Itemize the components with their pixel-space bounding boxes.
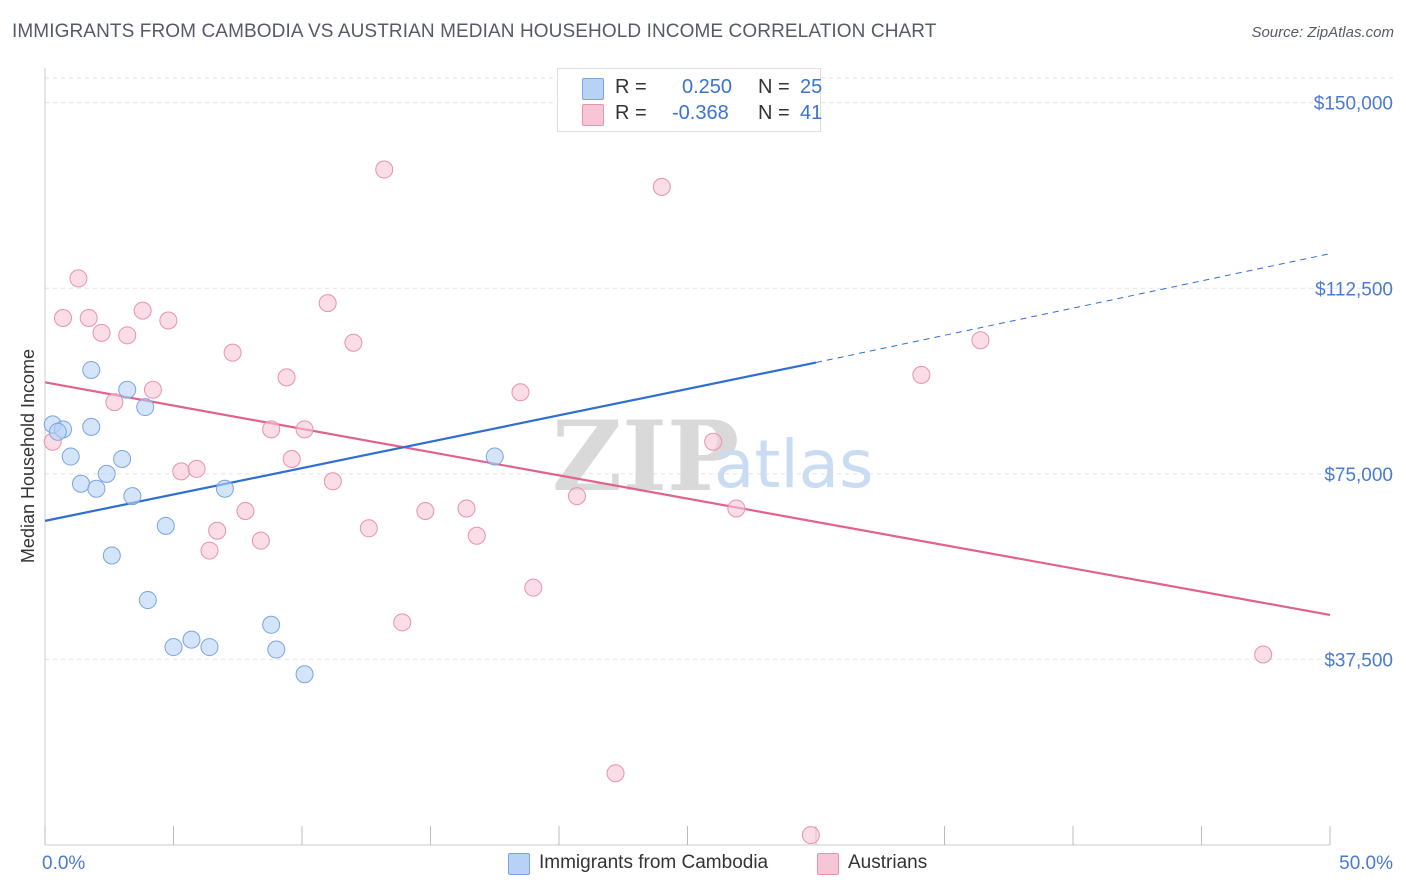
- point-austrians: [200, 541, 219, 560]
- point-austrians: [251, 531, 270, 550]
- trendline-cambodia-extension: [815, 253, 1331, 364]
- point-austrians: [524, 578, 543, 597]
- point-austrians: [236, 501, 255, 520]
- point-cambodia: [97, 464, 116, 483]
- source-credit: Source: ZipAtlas.com: [1251, 24, 1394, 41]
- y-tick-label: $112,500: [1315, 279, 1393, 300]
- point-cambodia: [118, 380, 137, 399]
- tick-labels: $37,500 $75,000 $112,500 $150,000 0.0% 50.0%: [42, 94, 1393, 874]
- correlation-legend: R = 0.250 N = 25 R = -0.368 N = 41: [557, 68, 823, 132]
- point-austrians: [262, 420, 281, 439]
- point-austrians: [359, 519, 378, 538]
- point-cambodia: [267, 640, 286, 659]
- point-cambodia: [61, 447, 80, 466]
- point-cambodia: [156, 516, 175, 535]
- point-cambodia: [136, 398, 155, 417]
- point-austrians: [323, 472, 342, 491]
- legend-swatch-blue: [582, 78, 604, 100]
- point-austrians: [69, 269, 88, 288]
- point-austrians: [727, 499, 746, 518]
- legend-n-value: 25: [800, 76, 823, 98]
- point-austrians: [105, 393, 124, 412]
- point-austrians: [318, 294, 337, 313]
- point-cambodia: [215, 479, 234, 498]
- point-austrians: [277, 368, 296, 387]
- point-austrians: [223, 343, 242, 362]
- point-austrians: [801, 826, 820, 845]
- point-austrians: [118, 326, 137, 345]
- point-austrians: [172, 462, 191, 481]
- point-austrians: [133, 301, 152, 320]
- point-cambodia: [48, 422, 67, 441]
- point-cambodia: [138, 591, 157, 610]
- point-cambodia: [123, 487, 142, 506]
- legend-n-label: N =: [758, 102, 790, 124]
- x-tick-label: 0.0%: [42, 853, 85, 874]
- point-austrians: [79, 308, 98, 327]
- x-tick-label: 50.0%: [1339, 853, 1393, 874]
- gridlines: [45, 77, 1395, 660]
- point-austrians: [375, 160, 394, 179]
- point-austrians: [143, 380, 162, 399]
- point-austrians: [1254, 645, 1273, 664]
- legend-label-cambodia: Immigrants from Cambodia: [539, 852, 769, 873]
- y-tick-label: $75,000: [1324, 465, 1393, 486]
- data-points: [43, 101, 1273, 845]
- point-cambodia: [262, 615, 281, 634]
- point-cambodia: [82, 417, 101, 436]
- legend-swatch-pink: [817, 853, 839, 875]
- point-cambodia: [71, 474, 90, 493]
- axes: [44, 68, 1331, 846]
- watermark: ZIP atlas: [552, 400, 874, 513]
- y-tick-label: $150,000: [1314, 94, 1393, 115]
- point-austrians: [187, 459, 206, 478]
- point-austrians: [53, 308, 72, 327]
- point-austrians: [208, 521, 227, 540]
- point-austrians: [652, 177, 671, 196]
- trendline-austrians: [44, 381, 1331, 616]
- point-austrians: [416, 501, 435, 520]
- trendline-cambodia: [44, 361, 817, 522]
- point-austrians: [567, 487, 586, 506]
- point-austrians: [92, 323, 111, 342]
- y-axis-label: Median Household Income: [18, 349, 38, 563]
- trendlines: [44, 253, 1331, 616]
- point-austrians: [344, 333, 363, 352]
- point-cambodia: [87, 479, 106, 498]
- watermark-atlas: atlas: [714, 426, 874, 503]
- point-cambodia: [82, 360, 101, 379]
- legend-r-value: 0.250: [682, 76, 733, 98]
- point-cambodia: [164, 638, 183, 657]
- point-austrians: [282, 450, 301, 469]
- legend-n-value: 41: [800, 102, 823, 124]
- legend-r-label: R =: [615, 76, 647, 98]
- point-cambodia: [182, 630, 201, 649]
- legend-label-austrians: Austrians: [848, 852, 928, 873]
- chart-title: IMMIGRANTS FROM CAMBODIA VS AUSTRIAN MED…: [12, 21, 937, 42]
- point-austrians: [295, 420, 314, 439]
- point-austrians: [467, 526, 486, 545]
- point-cambodia: [200, 638, 219, 657]
- legend-r-label: R =: [615, 102, 647, 124]
- point-austrians: [704, 432, 723, 451]
- y-tick-label: $37,500: [1324, 650, 1393, 671]
- point-austrians: [971, 331, 990, 350]
- legend-n-label: N =: [758, 76, 790, 98]
- point-austrians: [159, 311, 178, 330]
- point-austrians: [912, 365, 931, 384]
- point-austrians: [606, 764, 625, 783]
- point-austrians: [393, 613, 412, 632]
- point-austrians: [511, 383, 530, 402]
- point-cambodia: [113, 450, 132, 469]
- legend-swatch-pink: [582, 104, 604, 126]
- point-cambodia: [295, 665, 314, 684]
- point-cambodia: [485, 447, 504, 466]
- legend-r-value: -0.368: [672, 102, 729, 124]
- point-cambodia: [102, 546, 121, 565]
- point-austrians: [457, 499, 476, 518]
- legend-swatch-blue: [508, 853, 530, 875]
